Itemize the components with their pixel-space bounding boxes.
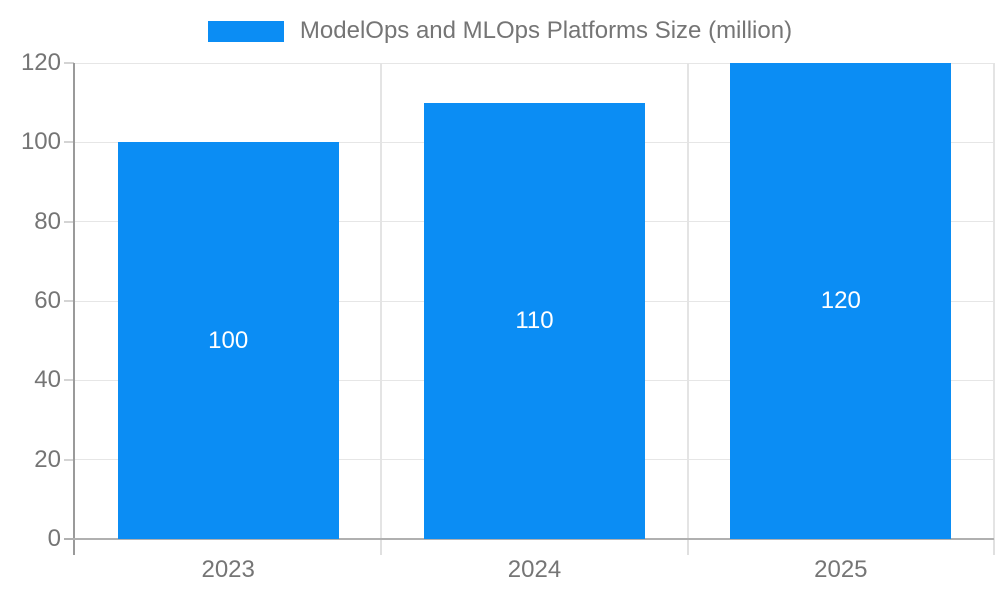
x-axis-line [73, 538, 994, 540]
legend-swatch [207, 20, 284, 42]
bar-2024[interactable] [424, 102, 645, 539]
y-tick-mark [64, 379, 74, 382]
y-tick-mark [64, 458, 74, 461]
y-tick-mark [64, 300, 74, 302]
category-gridline [380, 63, 383, 539]
x-tick-mark [380, 539, 383, 555]
category-gridline [686, 63, 689, 539]
bar-2023[interactable] [117, 142, 339, 539]
x-axis-label: 2025 [814, 556, 868, 583]
x-axis-label: 2024 [507, 556, 562, 583]
y-axis-line [73, 63, 75, 555]
legend-label: ModelOps and MLOps Platforms Size (milli… [299, 17, 793, 44]
y-tick-mark [64, 141, 74, 144]
bar-value-label: 110 [515, 306, 554, 334]
y-gridline [75, 62, 994, 64]
y-tick-mark [64, 220, 74, 223]
legend-item[interactable]: ModelOps and MLOps Platforms Size (milli… [207, 17, 793, 45]
y-axis-label: 80 [34, 207, 61, 235]
plot-right-border [993, 63, 995, 539]
y-tick-mark [64, 538, 74, 540]
x-tick-mark [686, 539, 689, 555]
bar-value-label: 100 [208, 326, 249, 354]
y-axis-label: 60 [34, 287, 61, 314]
y-axis-label: 0 [47, 525, 61, 552]
x-axis-label: 2023 [201, 556, 255, 583]
x-tick-mark [993, 539, 995, 555]
y-axis-label: 120 [20, 49, 61, 76]
bar-value-label: 120 [820, 287, 861, 314]
y-tick-mark [64, 62, 74, 64]
chart-legend: ModelOps and MLOps Platforms Size (milli… [0, 17, 1000, 45]
y-axis-label: 40 [34, 366, 61, 394]
y-axis-label: 20 [34, 445, 61, 473]
y-axis-label: 100 [20, 128, 61, 156]
bar-2025[interactable] [730, 63, 952, 539]
